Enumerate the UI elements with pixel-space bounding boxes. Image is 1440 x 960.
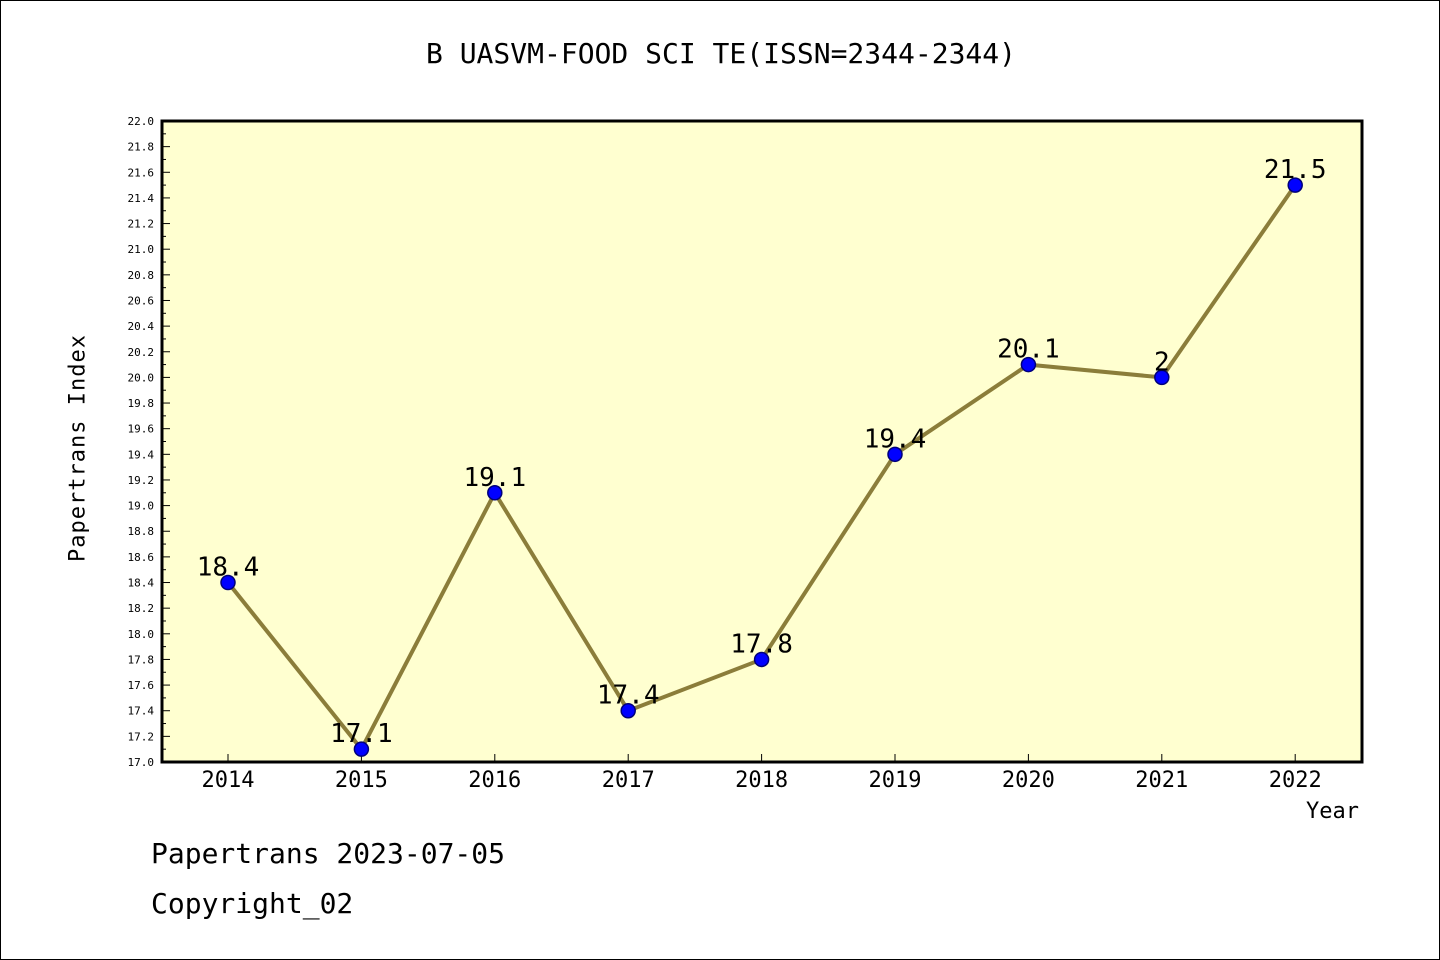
data-point — [353, 741, 370, 757]
x-axis-label: Year — [1306, 799, 1359, 824]
y-tick-label: 19.4 — [128, 448, 155, 461]
data-label: 18.4 — [197, 553, 260, 583]
y-tick-label: 18.0 — [128, 628, 155, 641]
y-tick-label: 22.0 — [128, 115, 155, 128]
x-tick-label: 2019 — [869, 768, 922, 793]
y-tick-label: 20.6 — [128, 294, 155, 307]
data-point — [1020, 356, 1037, 373]
data-label: 21.5 — [1264, 155, 1327, 185]
y-tick-label: 20.0 — [128, 371, 155, 384]
y-tick-label: 20.2 — [128, 346, 155, 359]
x-tick-label: 2021 — [1135, 768, 1188, 793]
y-tick-label: 19.0 — [128, 500, 155, 513]
y-tick-label: 21.2 — [128, 218, 155, 231]
y-tick-label: 17.0 — [128, 756, 155, 769]
y-tick-label: 17.2 — [128, 730, 155, 743]
x-tick-label: 2022 — [1269, 768, 1322, 793]
data-label: 2 — [1154, 347, 1170, 377]
x-tick-label: 2018 — [735, 768, 788, 793]
y-tick-label: 19.8 — [128, 397, 155, 410]
data-label: 17.8 — [730, 629, 793, 659]
data-label: 17.1 — [330, 719, 393, 749]
data-label: 17.4 — [597, 681, 660, 711]
y-tick-label: 21.8 — [128, 141, 155, 154]
data-point — [487, 485, 503, 501]
y-tick-label: 19.2 — [128, 474, 155, 487]
data-label: 19.4 — [864, 424, 927, 454]
footer-date: Papertrans 2023-07-05 — [151, 837, 506, 870]
y-tick-label: 18.6 — [128, 551, 155, 564]
x-tick-label: 2016 — [468, 768, 521, 793]
y-tick-label: 20.4 — [128, 320, 155, 333]
x-tick-label: 2014 — [202, 768, 255, 793]
x-tick-label: 2015 — [335, 768, 388, 793]
y-tick-label: 17.6 — [128, 679, 155, 692]
y-tick-label: 18.4 — [128, 577, 155, 590]
chart-title: B UASVM-FOOD SCI TE(ISSN=2344-2344) — [425, 37, 1016, 70]
y-tick-label: 18.8 — [128, 525, 155, 538]
y-tick-label: 21.0 — [128, 243, 155, 256]
data-label: 20.1 — [997, 335, 1060, 365]
data-label: 19.1 — [463, 463, 526, 493]
y-tick-label: 17.8 — [128, 653, 155, 666]
y-tick-label: 21.6 — [128, 166, 155, 179]
x-tick-label: 2017 — [602, 768, 655, 793]
x-tick-label: 2020 — [1002, 768, 1055, 793]
y-tick-label: 20.8 — [128, 269, 155, 282]
data-point — [1287, 177, 1303, 193]
footer-copyright: Copyright_02 — [151, 887, 354, 920]
data-point — [753, 651, 770, 668]
data-point — [1154, 369, 1170, 386]
y-tick-label: 19.6 — [128, 423, 155, 436]
y-tick-label: 21.4 — [128, 192, 155, 205]
data-point — [887, 446, 903, 463]
y-tick-label: 17.4 — [128, 705, 155, 718]
y-tick-label: 18.2 — [128, 602, 155, 615]
data-point — [620, 702, 636, 719]
data-point — [220, 574, 236, 591]
